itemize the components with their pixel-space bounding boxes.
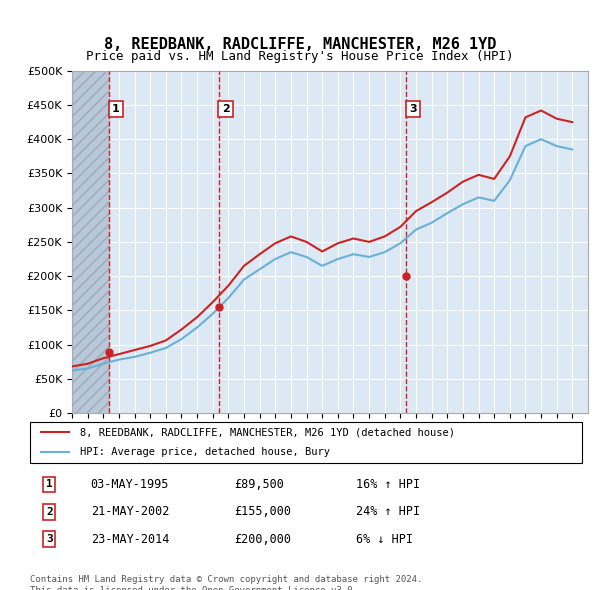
Text: 24% ↑ HPI: 24% ↑ HPI — [356, 505, 420, 519]
FancyBboxPatch shape — [30, 422, 582, 463]
Text: £89,500: £89,500 — [234, 478, 284, 491]
Text: £155,000: £155,000 — [234, 505, 291, 519]
Text: HPI: Average price, detached house, Bury: HPI: Average price, detached house, Bury — [80, 447, 329, 457]
Text: 1: 1 — [46, 480, 53, 490]
Bar — [72, 71, 109, 413]
Text: 03-MAY-1995: 03-MAY-1995 — [91, 478, 169, 491]
Text: 2: 2 — [222, 104, 230, 114]
Text: 3: 3 — [409, 104, 417, 114]
Text: 2: 2 — [46, 507, 53, 517]
Text: 1: 1 — [112, 104, 119, 114]
Text: 16% ↑ HPI: 16% ↑ HPI — [356, 478, 420, 491]
Text: 23-MAY-2014: 23-MAY-2014 — [91, 533, 169, 546]
Text: Contains HM Land Registry data © Crown copyright and database right 2024.
This d: Contains HM Land Registry data © Crown c… — [30, 575, 422, 590]
Text: Price paid vs. HM Land Registry's House Price Index (HPI): Price paid vs. HM Land Registry's House … — [86, 50, 514, 63]
Text: 3: 3 — [46, 534, 53, 544]
Bar — [72, 71, 109, 413]
Text: 21-MAY-2002: 21-MAY-2002 — [91, 505, 169, 519]
Text: £200,000: £200,000 — [234, 533, 291, 546]
Text: 8, REEDBANK, RADCLIFFE, MANCHESTER, M26 1YD (detached house): 8, REEDBANK, RADCLIFFE, MANCHESTER, M26 … — [80, 427, 455, 437]
Text: 6% ↓ HPI: 6% ↓ HPI — [356, 533, 413, 546]
Text: 8, REEDBANK, RADCLIFFE, MANCHESTER, M26 1YD: 8, REEDBANK, RADCLIFFE, MANCHESTER, M26 … — [104, 37, 496, 52]
